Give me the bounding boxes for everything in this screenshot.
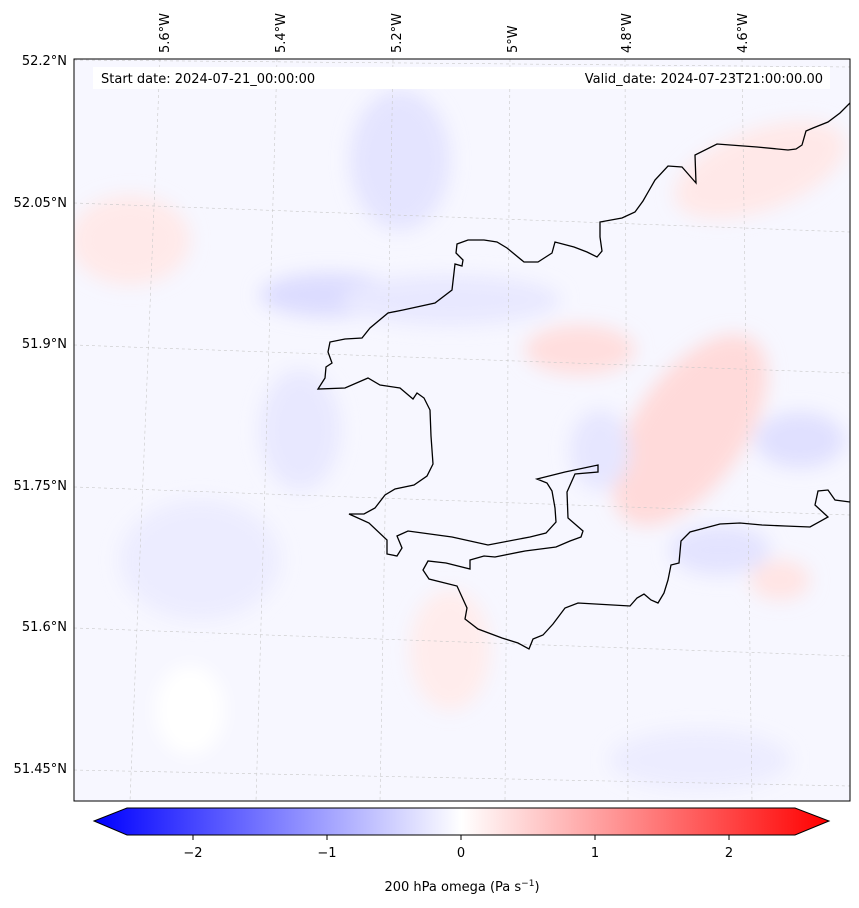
- colorbar-tick-label: −2: [183, 846, 202, 861]
- colorbar-ticks: [192, 835, 730, 840]
- graticule: [74, 59, 850, 801]
- coastline: [316, 102, 850, 650]
- colorbar-tick-label: 1: [591, 846, 599, 861]
- lon-label: 5.4°W: [274, 13, 289, 53]
- date-banner-bg: [93, 67, 830, 89]
- lat-label: 52.2°N: [22, 54, 67, 69]
- colorbar-body: [92, 807, 831, 836]
- lon-label: 5°W: [506, 25, 521, 53]
- start-date-label: Start date: 2024-07-21_00:00:00: [101, 72, 315, 87]
- lon-label: 5.6°W: [158, 13, 173, 53]
- colorbar: −2 −1 0 1 2 200 hPa omega (Pa s−1): [92, 807, 831, 895]
- colorbar-label: 200 hPa omega (Pa s−1): [384, 879, 539, 895]
- colorbar-tick-label: −1: [317, 846, 336, 861]
- lon-label: 4.8°W: [620, 13, 635, 53]
- valid-date-label: Valid_date: 2024-07-23T21:00:00.00: [585, 72, 823, 87]
- lat-label: 51.75°N: [14, 479, 67, 494]
- colorbar-tick-label: 2: [725, 846, 733, 861]
- omega-field: [74, 59, 850, 801]
- lon-label: 5.2°W: [390, 13, 405, 53]
- lat-label: 51.45°N: [14, 762, 67, 777]
- lat-label: 51.9°N: [22, 337, 67, 352]
- plot-frame: [73, 58, 851, 802]
- lat-label: 51.6°N: [22, 620, 67, 635]
- colorbar-tick-label: 0: [457, 846, 465, 861]
- lat-label: 52.05°N: [14, 196, 67, 211]
- lon-label: 4.6°W: [736, 13, 751, 53]
